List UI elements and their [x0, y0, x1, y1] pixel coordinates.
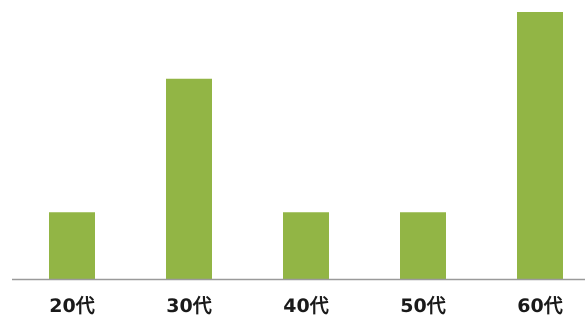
bars-layer: [49, 12, 563, 279]
x-tick-labels: 20代 30代 40代 50代 60代: [49, 295, 562, 317]
x-tick-label: 50代: [400, 295, 445, 317]
bar-30代: [166, 78, 212, 279]
x-tick-label: 20代: [49, 295, 94, 317]
bar-20代: [49, 212, 95, 279]
bar-60代: [517, 12, 563, 279]
bar-50代: [400, 212, 446, 279]
bar-40代: [283, 212, 329, 279]
x-tick-label: 30代: [166, 295, 211, 317]
x-tick-label: 40代: [283, 295, 328, 317]
x-tick-label: 60代: [517, 295, 562, 317]
